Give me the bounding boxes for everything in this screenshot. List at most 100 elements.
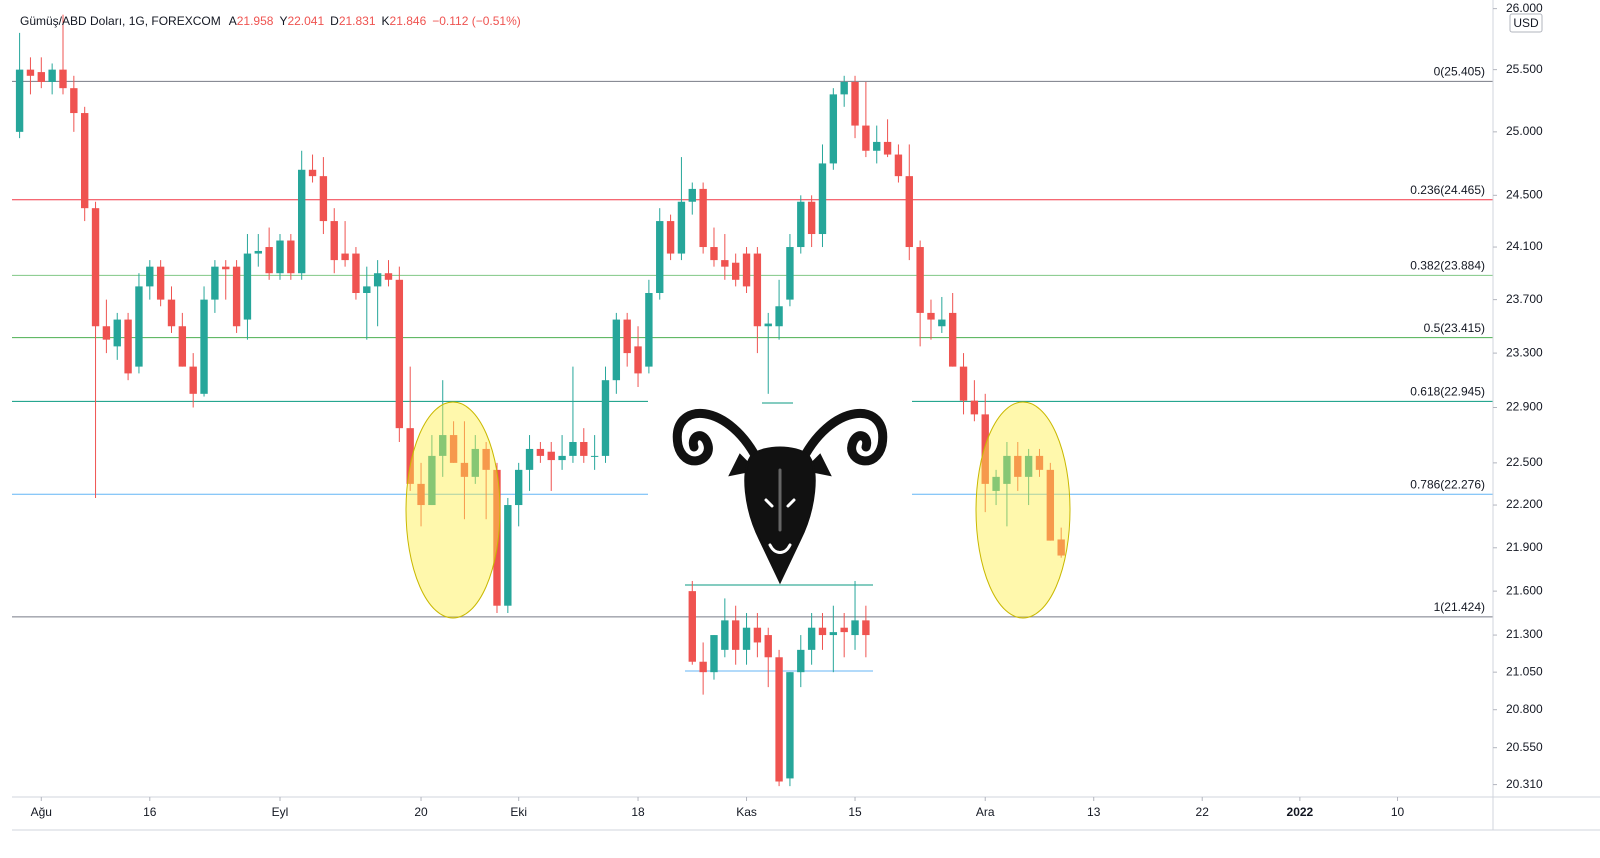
candle-body <box>829 94 838 164</box>
candle-body <box>807 201 816 235</box>
candle-body <box>764 323 772 327</box>
y-tick-label: 23.700 <box>1506 292 1543 306</box>
level-label: 0.236(24.465) <box>1410 183 1485 197</box>
candle-body <box>536 448 545 456</box>
y-tick-label: 26.000 <box>1506 1 1543 15</box>
x-tick-label: 13 <box>1087 805 1101 819</box>
candle-body <box>927 312 935 320</box>
candle-body <box>775 306 783 327</box>
quote-value: 22.041 <box>287 14 324 28</box>
candle-body <box>612 319 621 381</box>
candle-body <box>938 319 946 327</box>
currency-label: USD <box>1513 16 1539 30</box>
level-label: 1(21.424) <box>1434 600 1485 614</box>
candle-body <box>851 81 859 126</box>
candle-body <box>395 279 404 429</box>
candle-body <box>298 169 306 274</box>
candle-body <box>905 176 913 248</box>
candle-body <box>862 125 870 151</box>
candle-body <box>970 400 979 415</box>
candle-body <box>81 113 89 209</box>
level-label: 0.786(22.276) <box>1410 477 1485 491</box>
highlight-ellipse <box>405 401 501 619</box>
candle-body <box>287 240 295 274</box>
candle-body <box>547 451 555 461</box>
candle-body <box>818 163 827 235</box>
candle-body <box>558 455 566 461</box>
candle-body <box>363 286 371 294</box>
candle-body <box>135 286 143 367</box>
candle-body <box>124 319 132 374</box>
x-tick-label: 15 <box>848 805 862 819</box>
candle-body <box>753 253 762 327</box>
x-tick-label: Ara <box>976 805 995 819</box>
candle-body <box>797 201 805 248</box>
candle-body <box>59 69 67 89</box>
inset-candles-layer <box>688 580 870 787</box>
y-tick-label: 24.500 <box>1506 187 1543 201</box>
candle-body <box>211 266 219 300</box>
x-tick-label: Eki <box>510 805 527 819</box>
candles-layer <box>15 14 1065 614</box>
candle-body <box>873 141 881 151</box>
candle-body <box>981 414 989 484</box>
candle-body <box>493 469 501 606</box>
x-tick-label: 2022 <box>1287 805 1314 819</box>
candle-body <box>666 221 675 254</box>
x-tick-label: 16 <box>143 805 157 819</box>
candle-body <box>948 312 957 367</box>
quote-change: −0.112 (−0.51%) <box>432 14 521 28</box>
candle-body <box>102 326 111 340</box>
candle-body <box>384 273 393 280</box>
levels-layer: 0(25.405) 0.236(24.465) 0.382(23.884) 0.5(2… <box>12 65 1493 618</box>
candle-body <box>818 627 827 636</box>
y-tick-label: 20.550 <box>1506 740 1543 754</box>
candle-body <box>146 266 154 287</box>
candle-body <box>222 266 230 270</box>
candle-body <box>580 441 588 456</box>
candle-body <box>862 620 870 636</box>
candle-body <box>330 221 338 261</box>
candle-body <box>1014 455 1022 477</box>
candle-body <box>1024 455 1033 477</box>
candle-body <box>656 221 664 294</box>
candle-body <box>699 188 707 248</box>
y-tick-label: 23.300 <box>1506 345 1543 359</box>
candle-body <box>764 635 772 658</box>
candle-body <box>688 591 696 662</box>
candle-body <box>308 169 317 177</box>
candle-body <box>514 469 523 506</box>
candle-body <box>449 435 458 463</box>
candle-body <box>710 247 718 261</box>
candle-body <box>992 476 1000 491</box>
y-tick-label: 21.600 <box>1506 583 1543 597</box>
candle-body <box>840 627 848 633</box>
overlay-layer <box>405 396 1071 672</box>
candle-body <box>417 483 425 506</box>
candle-body <box>341 253 349 261</box>
candle-body <box>406 428 414 484</box>
candle-body <box>525 448 534 470</box>
quote-label: K <box>382 14 390 28</box>
candle-body <box>156 266 165 300</box>
level-label: 0(25.405) <box>1434 65 1485 79</box>
candle-body <box>178 326 187 367</box>
candle-body <box>352 253 360 294</box>
y-tick-label: 25.000 <box>1506 124 1543 138</box>
candle-body <box>504 505 512 606</box>
candle-body <box>373 273 382 287</box>
candle-body <box>1046 469 1055 541</box>
candle-body <box>15 69 24 132</box>
candle-body <box>439 435 447 456</box>
y-tick-label: 25.500 <box>1506 62 1543 76</box>
symbol-title: Gümüş/ABD Doları, 1G, FOREXCOM <box>20 14 221 28</box>
candle-body <box>48 69 56 82</box>
candle-body <box>1057 539 1065 556</box>
highlight-ellipse <box>975 401 1071 619</box>
candle-body <box>601 380 610 456</box>
candle-body <box>699 661 707 673</box>
candle-body <box>807 627 816 650</box>
candle-body <box>677 201 686 254</box>
candle-body <box>742 253 751 287</box>
